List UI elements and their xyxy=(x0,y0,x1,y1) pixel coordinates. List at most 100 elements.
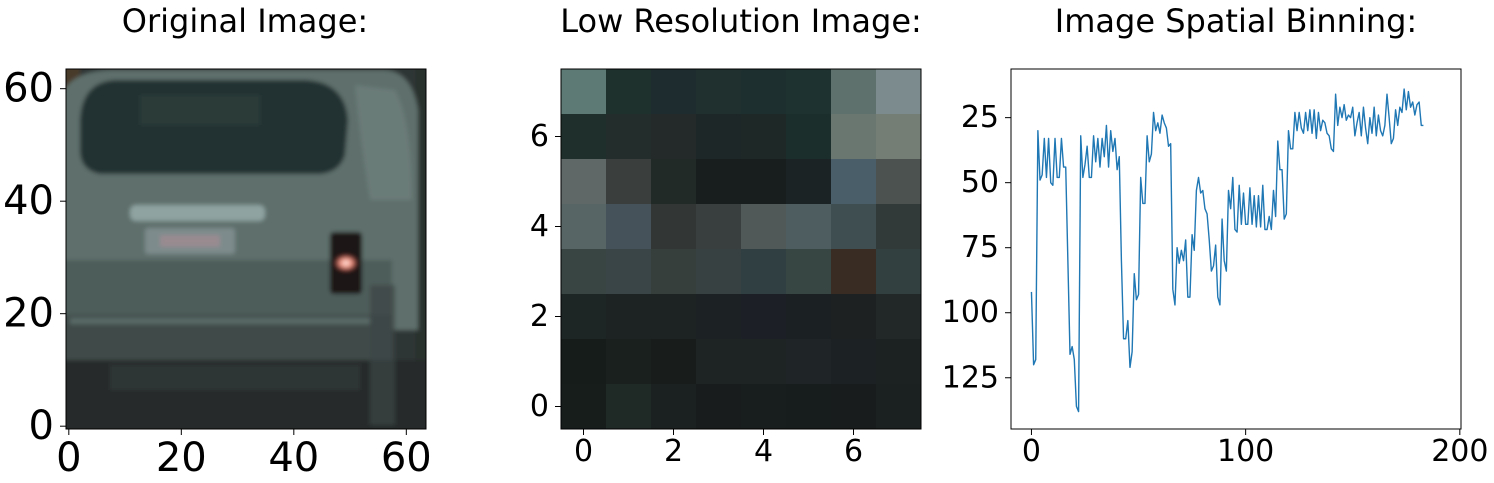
binning-x-tick-label: 0 xyxy=(1022,434,1041,469)
lowres-x-tick-label: 4 xyxy=(754,434,773,469)
lowres-pixel xyxy=(651,114,697,160)
lowres-pixel xyxy=(786,159,832,205)
original-axes-frame xyxy=(65,68,427,430)
lowres-pixel xyxy=(651,69,697,115)
binning-y-tick-label: 50 xyxy=(961,165,999,200)
lowres-pixel xyxy=(876,384,922,430)
lowres-pixel xyxy=(696,69,742,115)
lowres-pixel xyxy=(606,249,652,295)
lowres-pixel xyxy=(696,384,742,430)
binning-y-tick-label: 25 xyxy=(961,100,999,135)
lowres-pixel xyxy=(561,294,607,340)
lowres-pixel xyxy=(561,114,607,160)
series-line xyxy=(1030,88,1424,413)
lowres-y-tick-label: 2 xyxy=(530,299,549,334)
lowres-pixel xyxy=(606,159,652,205)
photo-road-shadow xyxy=(110,365,360,390)
lowres-pixel xyxy=(831,159,877,205)
lowres-pixel xyxy=(831,69,877,115)
lowres-pixel xyxy=(741,294,787,340)
lowres-pixel xyxy=(651,384,697,430)
original-y-tick-label: 40 xyxy=(3,178,54,224)
original-y-tick-label: 0 xyxy=(29,403,54,449)
lowres-pixel xyxy=(651,249,697,295)
original-y-tick-label: 60 xyxy=(3,66,54,112)
panel-lowres: Low Resolution Image: 0 2 4 6 0 2 4 6 xyxy=(530,2,922,469)
lowres-y-tick-label: 0 xyxy=(530,389,549,424)
lowres-pixel xyxy=(696,114,742,160)
lowres-pixel xyxy=(606,204,652,250)
original-ticks: 0 20 40 60 0 20 40 60 xyxy=(3,66,432,481)
lowres-pixel xyxy=(561,69,607,115)
lowres-pixel xyxy=(831,249,877,295)
lowres-y-tick-label: 4 xyxy=(530,209,549,244)
van-handle xyxy=(130,205,265,221)
lowres-pixel xyxy=(696,204,742,250)
lowres-pixel xyxy=(831,204,877,250)
lowres-pixel xyxy=(696,159,742,205)
original-x-tick-label: 0 xyxy=(56,435,81,481)
lowres-pixel xyxy=(561,339,607,385)
lowres-pixel xyxy=(741,69,787,115)
lowres-pixel xyxy=(831,294,877,340)
lowres-pixel xyxy=(606,339,652,385)
lowres-pixel xyxy=(741,114,787,160)
lowres-pixel xyxy=(741,249,787,295)
lowres-pixel xyxy=(876,249,922,295)
original-x-tick-label: 40 xyxy=(268,435,319,481)
lowres-pixel xyxy=(741,339,787,385)
binning-y-tick-label: 125 xyxy=(942,360,999,395)
van-window-reflection xyxy=(140,95,260,125)
original-x-tick-label: 20 xyxy=(156,435,207,481)
original-x-tick-label: 60 xyxy=(381,435,432,481)
panel-original: Original Image: xyxy=(3,2,432,481)
van-side-window xyxy=(355,85,412,200)
panel-original-title: Original Image: xyxy=(122,2,368,40)
binning-y-tick-label: 100 xyxy=(942,295,999,330)
binning-ticks: 0 100 200 25 50 75 100 125 xyxy=(942,100,1489,469)
lowres-pixel xyxy=(606,384,652,430)
lowres-pixel xyxy=(786,69,832,115)
binning-axes-frame xyxy=(1010,68,1462,430)
lowres-x-tick-label: 6 xyxy=(844,434,863,469)
lowres-pixel xyxy=(561,249,607,295)
lowres-pixel xyxy=(786,384,832,430)
lowres-pixel xyxy=(651,294,697,340)
lowres-pixel-grid xyxy=(561,69,922,430)
binning-x-tick-label: 200 xyxy=(1431,434,1488,469)
lowres-pixel xyxy=(876,159,922,205)
lowres-ticks: 0 2 4 6 0 2 4 6 xyxy=(530,119,863,469)
lowres-pixel xyxy=(876,294,922,340)
lowres-x-tick-label: 0 xyxy=(574,434,593,469)
lowres-pixel xyxy=(651,159,697,205)
lowres-pixel xyxy=(606,69,652,115)
lowres-pixel xyxy=(876,204,922,250)
lowres-y-tick-label: 6 xyxy=(530,119,549,154)
lowres-pixel xyxy=(786,249,832,295)
van-rear-window xyxy=(80,80,348,174)
lowres-pixel xyxy=(741,204,787,250)
original-y-tick-label: 20 xyxy=(3,291,54,337)
lowres-pixel xyxy=(831,384,877,430)
lowres-pixel xyxy=(831,114,877,160)
lowres-pixel xyxy=(696,339,742,385)
lowres-x-tick-label: 2 xyxy=(664,434,683,469)
panel-lowres-title: Low Resolution Image: xyxy=(560,2,922,40)
lowres-pixel xyxy=(786,294,832,340)
lowres-pixel xyxy=(786,339,832,385)
lowres-pixel xyxy=(786,114,832,160)
lowres-pixel xyxy=(651,339,697,385)
panel-binning-title: Image Spatial Binning: xyxy=(1055,2,1417,40)
lowres-pixel xyxy=(741,159,787,205)
lowres-pixel xyxy=(561,384,607,430)
lowres-pixel xyxy=(831,339,877,385)
photo-wheel-shadow xyxy=(370,285,395,425)
binning-x-tick-label: 100 xyxy=(1217,434,1274,469)
binning-y-tick-label: 75 xyxy=(961,230,999,265)
lowres-pixel xyxy=(741,384,787,430)
lowres-pixel xyxy=(561,204,607,250)
lowres-pixel xyxy=(876,69,922,115)
original-photo xyxy=(66,69,426,429)
van-tail-light xyxy=(332,253,360,273)
lowres-pixel xyxy=(696,249,742,295)
